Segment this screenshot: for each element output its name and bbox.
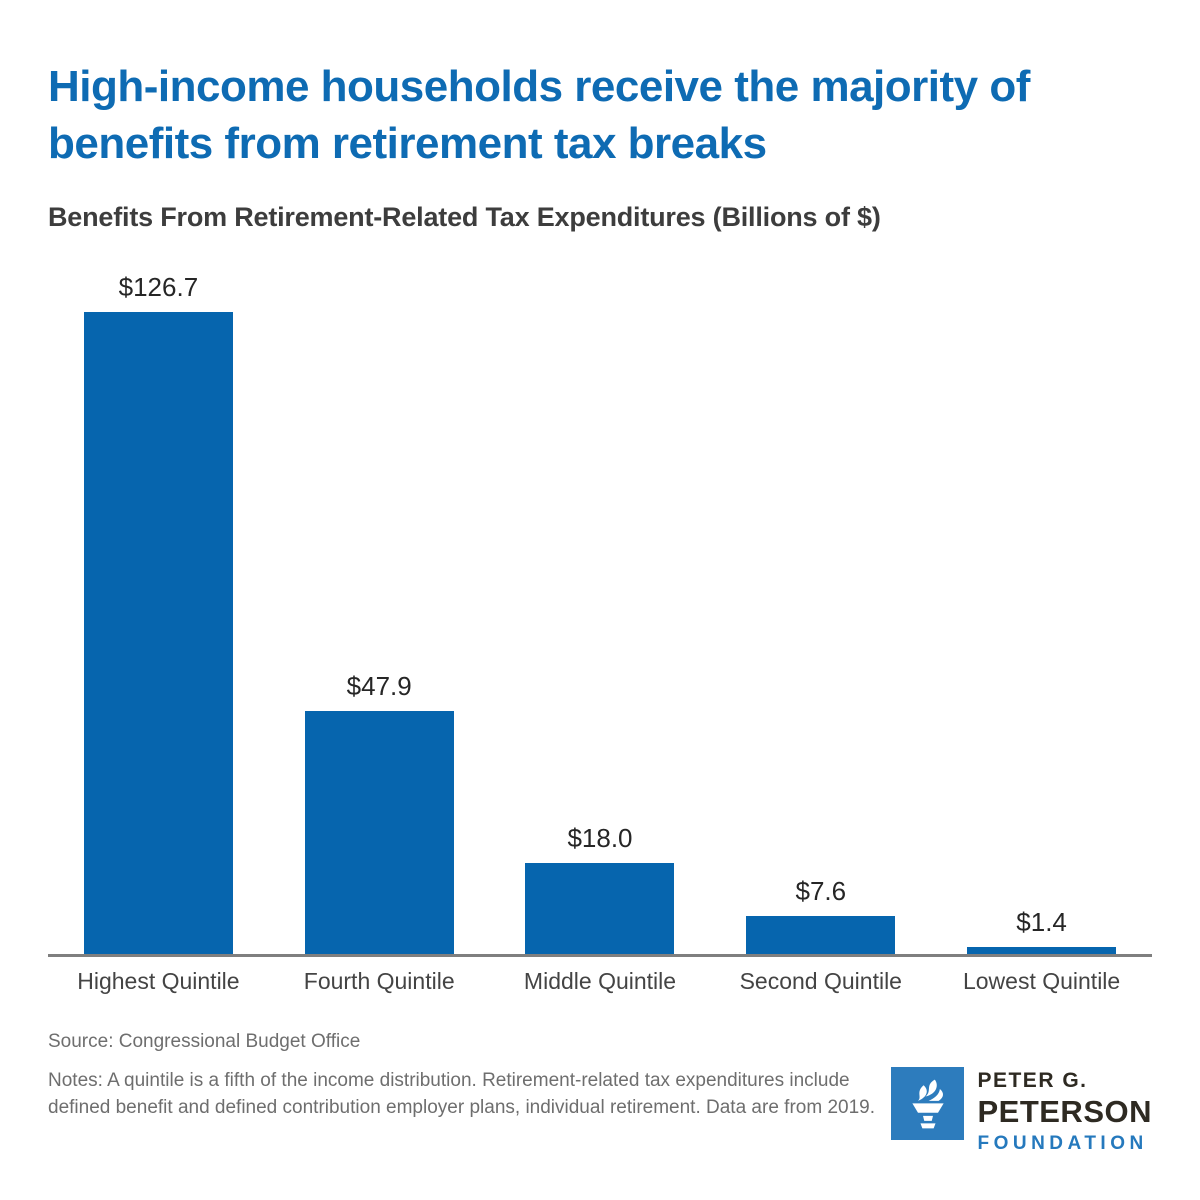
logo-line-peterson: PETERSON xyxy=(977,1094,1152,1129)
logo-square xyxy=(891,1067,965,1140)
logo-line-peter-g: PETER G. xyxy=(977,1069,1088,1092)
category-axis: Highest Quintile Fourth Quintile Middle Qu… xyxy=(48,968,1152,995)
bar xyxy=(746,915,896,954)
bar-column: $1.4 xyxy=(931,907,1152,954)
category-label: Highest Quintile xyxy=(77,968,240,994)
footer: Source: Congressional Budget Office Note… xyxy=(48,1031,1152,1155)
category-label: Lowest Quintile xyxy=(962,968,1121,994)
bar xyxy=(967,946,1117,954)
bar-column: $18.0 xyxy=(490,823,711,954)
plot-area: $126.7 $47.9 $18.0 $7.6 $1.4 xyxy=(48,267,1152,957)
logo-line-foundation: FOUNDATION xyxy=(977,1133,1148,1154)
category-label: Middle Quintile xyxy=(523,968,677,994)
category-label: Fourth Quintile xyxy=(303,968,455,994)
category-label: Second Quintile xyxy=(739,968,902,994)
notes-text: Notes: A quintile is a fifth of the inco… xyxy=(48,1070,876,1118)
bar-value-label: $126.7 xyxy=(118,272,199,302)
bar-column: $126.7 xyxy=(48,272,269,954)
chart-subtitle: Benefits From Retirement-Related Tax Exp… xyxy=(48,202,881,232)
page-title: High-income households receive the major… xyxy=(48,58,1152,172)
peterson-foundation-logo: PETER G. PETERSON FOUNDATION xyxy=(891,1067,1152,1155)
bar-value-label: $47.9 xyxy=(346,671,412,702)
bar-chart: $126.7 $47.9 $18.0 $7.6 $1.4 Highest Quintil… xyxy=(48,267,1152,995)
page-title-line-1: High-income households receive the major… xyxy=(48,62,1030,111)
bar-value-label: $18.0 xyxy=(567,822,633,853)
bar-value-label: $7.6 xyxy=(795,875,847,906)
logo-wordmark: PETER G. PETERSON FOUNDATION xyxy=(977,1067,1152,1155)
torch-icon xyxy=(912,1079,944,1128)
bar-column: $7.6 xyxy=(710,875,931,954)
page-title-line-2: benefits from retirement tax breaks xyxy=(48,119,767,168)
bar xyxy=(304,711,454,954)
source-note: Source: Congressional Budget Office xyxy=(48,1031,361,1052)
bar-column: $47.9 xyxy=(269,671,490,954)
bar xyxy=(525,862,675,954)
bar xyxy=(83,312,233,954)
bar-value-label: $1.4 xyxy=(1016,906,1067,937)
